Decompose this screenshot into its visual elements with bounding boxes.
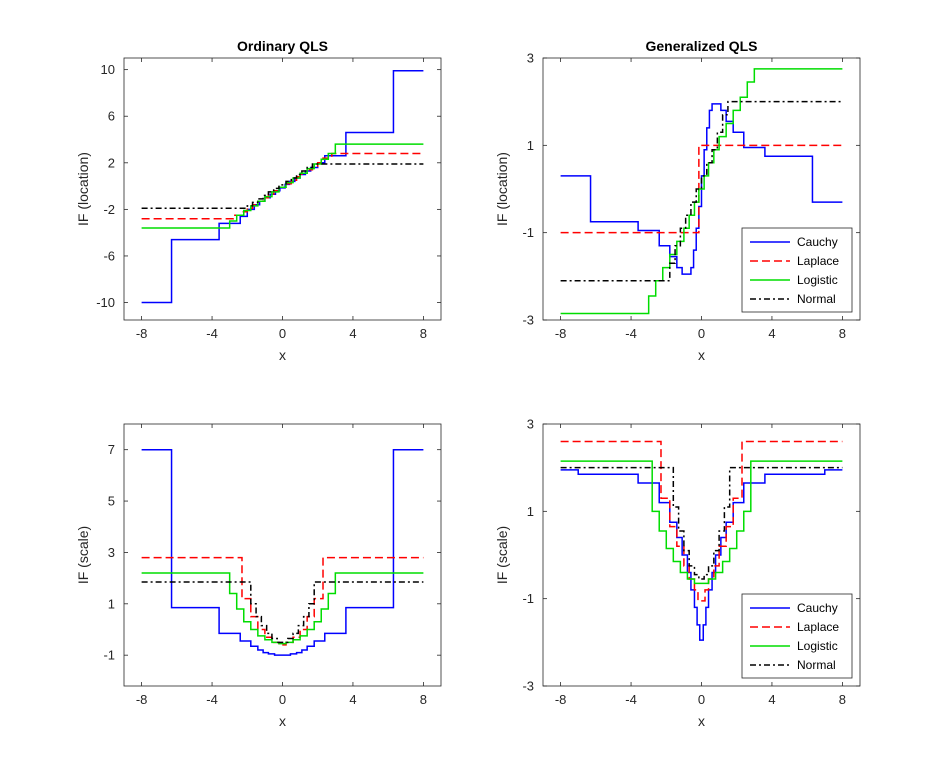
legend-label: Logistic (797, 273, 838, 287)
series-line-3 (141, 581, 424, 644)
chart-panel-bottom-left: -8 -4 0 4 8 -1 1 3 5 7 x IF (scale) (75, 423, 442, 729)
chart-panel-top-right: -8 -4 0 4 8 -3 -1 1 3 x IF (location) Generalized Q… (494, 38, 861, 363)
x-axis-label: x (279, 713, 286, 729)
y-tick-label: 3 (108, 545, 115, 560)
y-tick-label: -1 (103, 648, 115, 663)
y-tick-label: 3 (527, 51, 534, 66)
y-tick-label: 7 (108, 442, 115, 457)
y-tick-label: -1 (522, 225, 534, 240)
chart-panel-bottom-right: -8 -4 0 4 8 -3 -1 1 3 x IF (scale) Cauchy Laplace Log… (494, 417, 861, 729)
chart-panel-top-left: -8 -4 0 4 8 -10 -6 -2 2 6 10 x IF (location) Ordinary… (75, 38, 442, 363)
series-line-logistic (560, 460, 843, 585)
plot-area (124, 58, 441, 320)
x-tick-label: -4 (625, 326, 637, 341)
chart-title: Generalized QLS (645, 38, 757, 54)
x-tick-label: -8 (555, 326, 567, 341)
legend-label: Normal (797, 658, 836, 672)
legend-label: Cauchy (797, 235, 838, 249)
y-tick-label: 1 (108, 596, 115, 611)
x-tick-label: 4 (349, 692, 356, 707)
legend-label: Laplace (797, 254, 839, 268)
x-axis-label: x (279, 347, 286, 363)
x-axis-label: x (698, 713, 705, 729)
y-tick-label: -3 (522, 679, 534, 694)
legend: Cauchy Laplace Logistic Normal (741, 227, 853, 313)
legend-label: Logistic (797, 639, 838, 653)
y-tick-label: 3 (527, 417, 534, 432)
x-tick-label: 0 (279, 692, 286, 707)
x-tick-label: 8 (420, 692, 427, 707)
y-tick-label: -1 (522, 591, 534, 606)
y-axis-label: IF (scale) (75, 526, 91, 584)
y-tick-label: 10 (101, 62, 115, 77)
x-tick-label: -4 (625, 692, 637, 707)
series-group (560, 440, 843, 641)
x-tick-label: -8 (136, 692, 148, 707)
series-line-laplace (560, 440, 843, 602)
y-axis-label: IF (scale) (494, 526, 510, 584)
series-line-0 (141, 448, 424, 656)
y-tick-label: -3 (522, 313, 534, 328)
y-tick-label: 1 (527, 504, 534, 519)
y-tick-label: 1 (527, 138, 534, 153)
series-line-normal (560, 466, 843, 580)
legend: Cauchy Laplace Logistic Normal (741, 593, 853, 679)
y-tick-label: 2 (108, 155, 115, 170)
y-tick-label: -6 (103, 248, 115, 263)
x-tick-label: -4 (206, 692, 218, 707)
x-tick-label: 4 (768, 692, 775, 707)
series-line-2 (141, 143, 424, 229)
series-group (560, 68, 843, 315)
x-axis-label: x (698, 347, 705, 363)
series-line-cauchy (560, 103, 843, 275)
y-tick-label: 5 (108, 494, 115, 509)
x-tick-label: 0 (698, 326, 705, 341)
series-group (141, 448, 424, 656)
series-line-logistic (560, 68, 843, 315)
legend-label: Laplace (797, 620, 839, 634)
legend-label: Cauchy (797, 601, 838, 615)
x-tick-label: 8 (839, 692, 846, 707)
series-line-2 (141, 572, 424, 645)
x-tick-label: 8 (839, 326, 846, 341)
x-tick-label: -8 (136, 326, 148, 341)
x-tick-label: 0 (279, 326, 286, 341)
y-tick-label: -2 (103, 202, 115, 217)
x-tick-label: -8 (555, 692, 567, 707)
y-axis-label: IF (location) (494, 152, 510, 226)
y-tick-label: 6 (108, 109, 115, 124)
x-tick-label: 8 (420, 326, 427, 341)
x-tick-label: -4 (206, 326, 218, 341)
series-group (141, 70, 424, 304)
series-line-normal (560, 100, 843, 282)
series-line-3 (141, 163, 424, 209)
x-tick-label: 0 (698, 692, 705, 707)
y-axis-label: IF (location) (75, 152, 91, 226)
series-line-1 (141, 556, 424, 646)
chart-title: Ordinary QLS (237, 38, 328, 54)
y-tick-label: -10 (96, 295, 115, 310)
x-tick-label: 4 (349, 326, 356, 341)
x-tick-label: 4 (768, 326, 775, 341)
legend-label: Normal (797, 292, 836, 306)
